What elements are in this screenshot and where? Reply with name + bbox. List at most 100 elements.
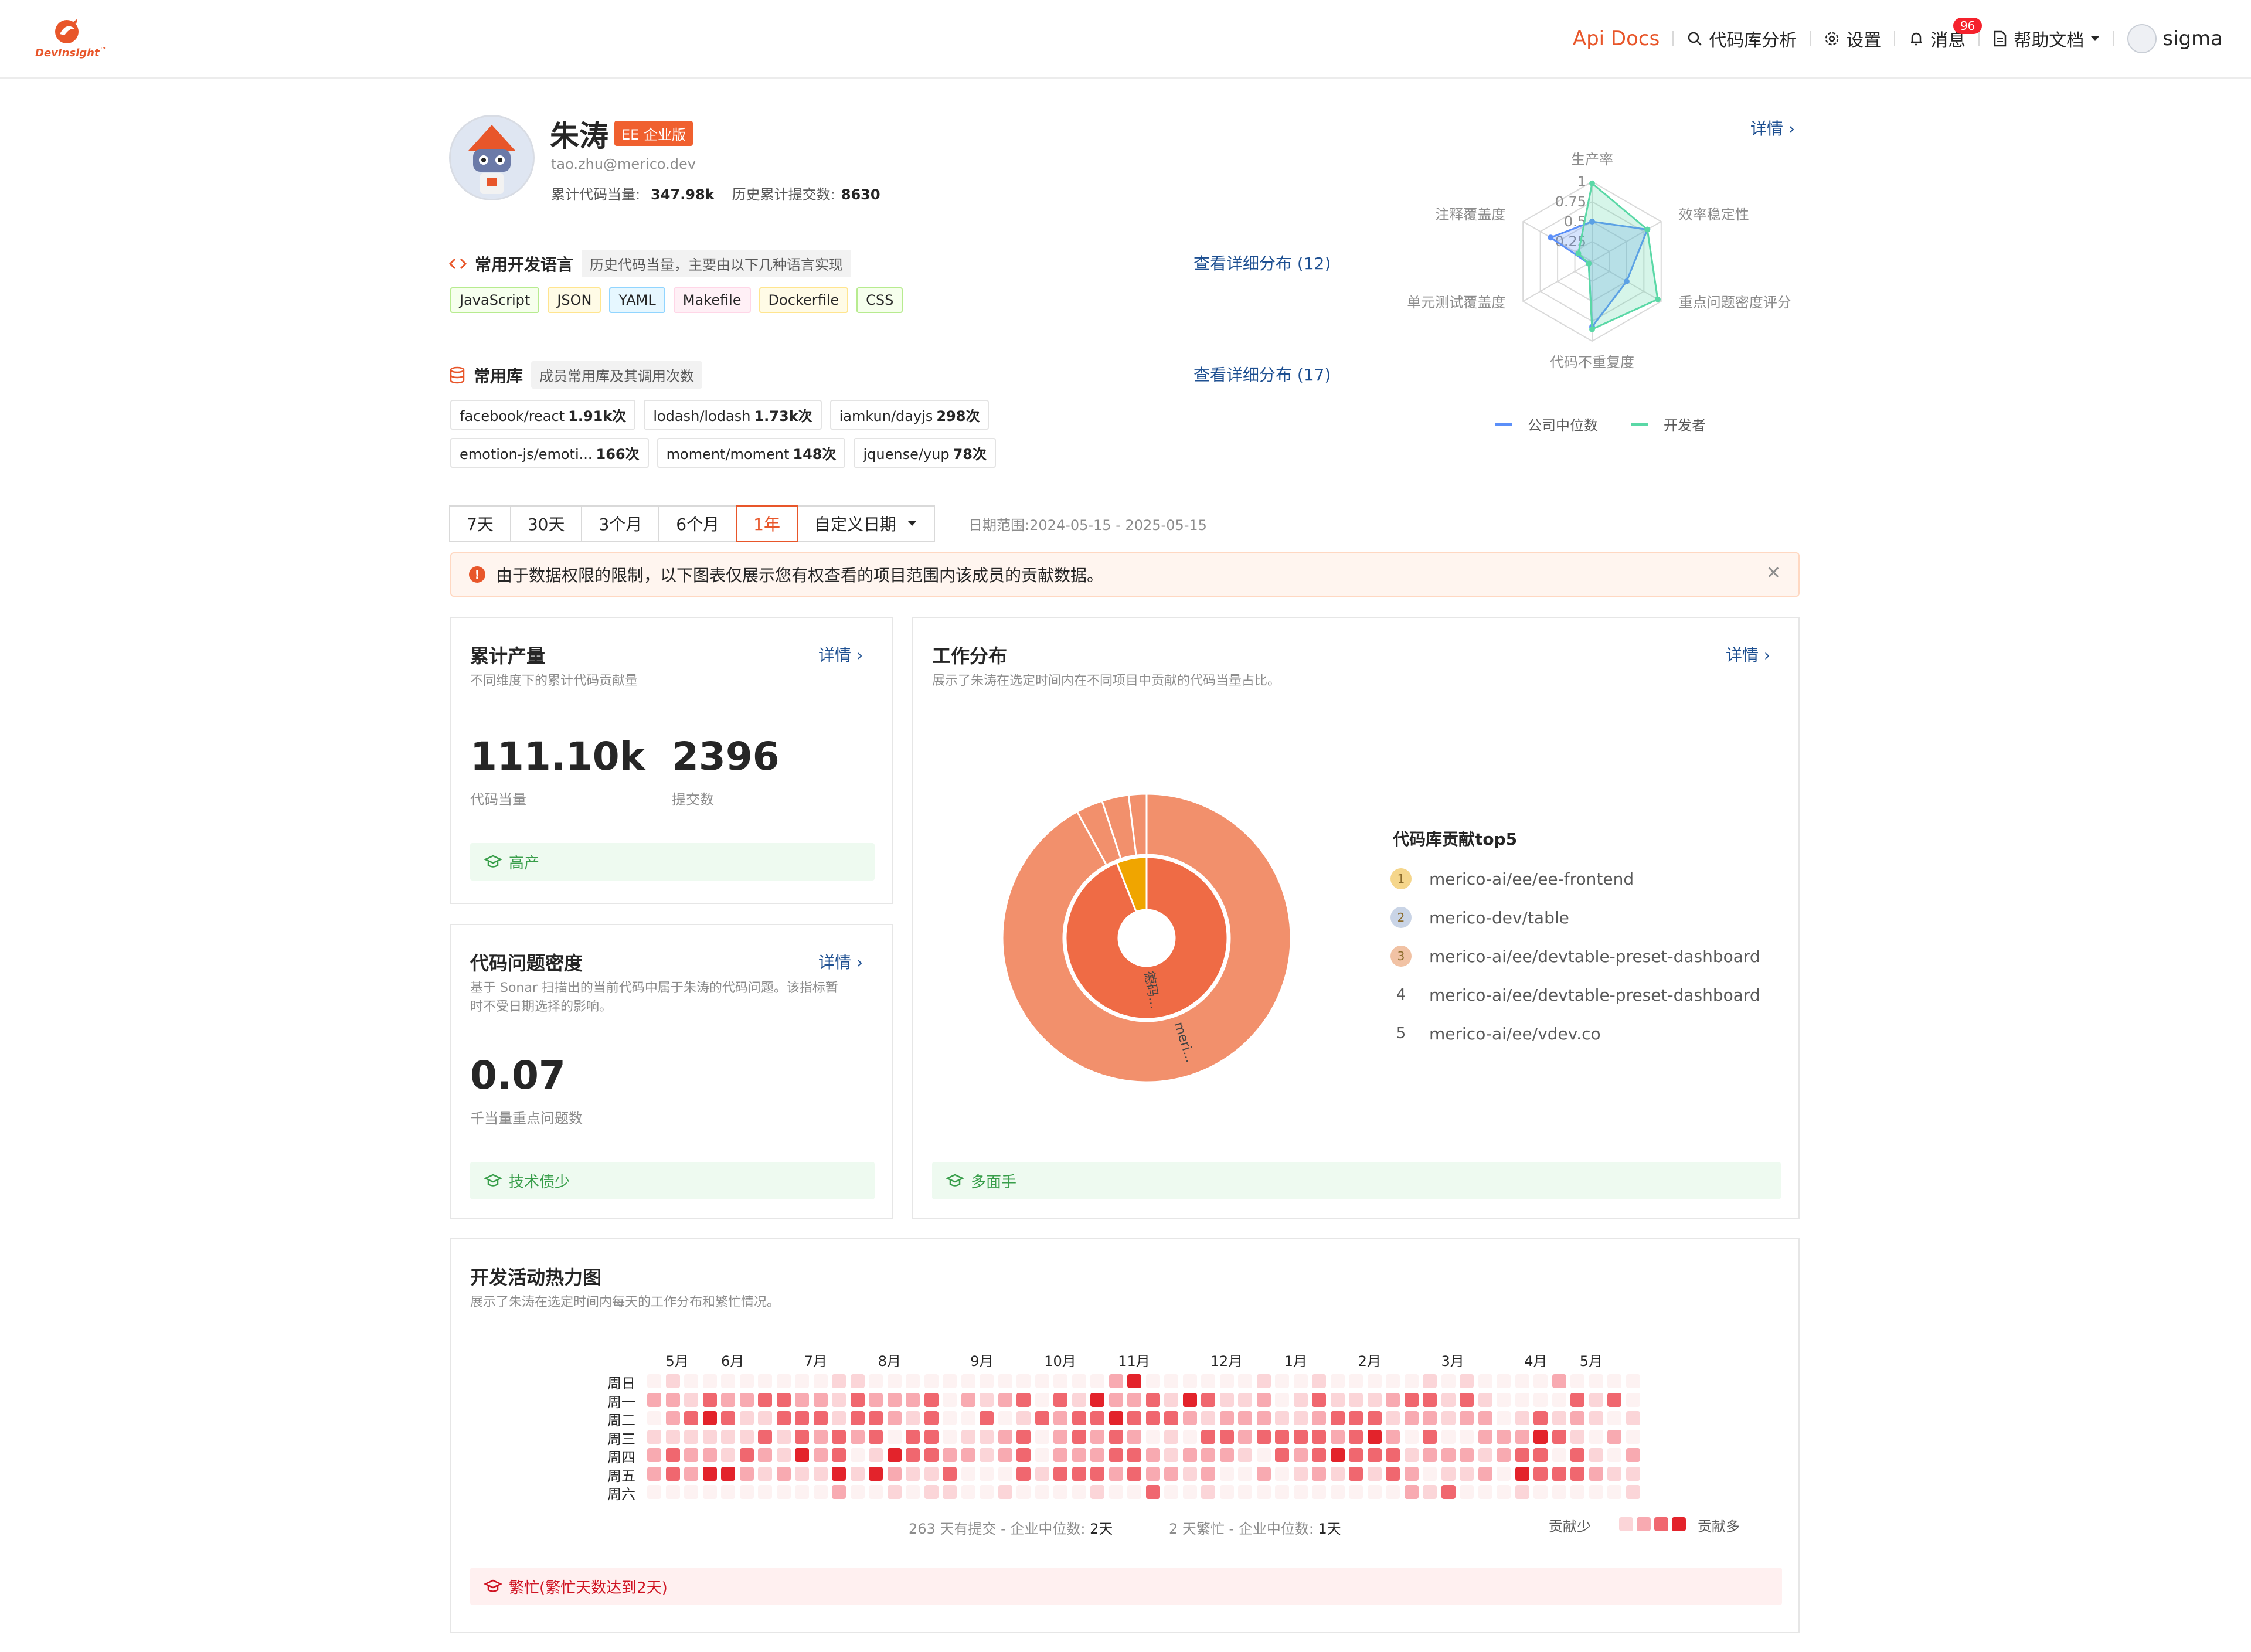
heatmap-cell[interactable]: [1053, 1466, 1067, 1481]
heatmap-cell[interactable]: [1127, 1374, 1141, 1388]
heatmap-cell[interactable]: [1090, 1374, 1104, 1388]
heatmap-cell[interactable]: [850, 1429, 865, 1444]
heatmap-cell[interactable]: [1164, 1374, 1178, 1388]
heatmap-cell[interactable]: [1293, 1429, 1308, 1444]
heatmap-cell[interactable]: [795, 1429, 809, 1444]
heatmap-cell[interactable]: [1497, 1429, 1511, 1444]
heatmap-cell[interactable]: [1238, 1448, 1252, 1462]
heatmap-cell[interactable]: [998, 1485, 1012, 1499]
heatmap-cell[interactable]: [739, 1448, 754, 1462]
libraries-detail-link[interactable]: 查看详细分布 (17): [1193, 365, 1331, 385]
heatmap-cell[interactable]: [721, 1374, 735, 1388]
heatmap-cell[interactable]: [1072, 1392, 1086, 1407]
heatmap-cell[interactable]: [1386, 1448, 1400, 1462]
heatmap-cell[interactable]: [961, 1448, 975, 1462]
heatmap-cell[interactable]: [1515, 1374, 1529, 1388]
heatmap-cell[interactable]: [1053, 1429, 1067, 1444]
heatmap-cell[interactable]: [739, 1429, 754, 1444]
heatmap-cell[interactable]: [1256, 1485, 1271, 1499]
heatmap-cell[interactable]: [702, 1429, 717, 1444]
heatmap-cell[interactable]: [869, 1429, 883, 1444]
heatmap-cell[interactable]: [1109, 1448, 1123, 1462]
heatmap-cell[interactable]: [1053, 1411, 1067, 1425]
heatmap-cell[interactable]: [665, 1392, 680, 1407]
heatmap-cell[interactable]: [647, 1392, 661, 1407]
heatmap-cell[interactable]: [943, 1429, 957, 1444]
brand-logo[interactable]: DevInsight™: [35, 16, 111, 63]
top5-row[interactable]: 1 merico-ai/ee/ee-frontend: [1390, 859, 1760, 898]
heatmap-cell[interactable]: [1607, 1411, 1621, 1425]
heatmap-cell[interactable]: [1182, 1392, 1197, 1407]
heatmap-cell[interactable]: [1293, 1392, 1308, 1407]
heatmap-cell[interactable]: [961, 1485, 975, 1499]
heatmap-cell[interactable]: [961, 1411, 975, 1425]
heatmap-cell[interactable]: [1423, 1429, 1437, 1444]
heatmap-cell[interactable]: [1497, 1374, 1511, 1388]
heatmap-cell[interactable]: [1570, 1466, 1584, 1481]
heatmap-cell[interactable]: [1164, 1411, 1178, 1425]
heatmap-cell[interactable]: [906, 1466, 920, 1481]
heatmap-cell[interactable]: [1256, 1448, 1271, 1462]
heatmap-cell[interactable]: [832, 1411, 846, 1425]
heatmap-cell[interactable]: [943, 1374, 957, 1388]
heatmap-cell[interactable]: [1478, 1392, 1492, 1407]
heatmap-cell[interactable]: [1570, 1411, 1584, 1425]
heatmap-cell[interactable]: [1219, 1448, 1234, 1462]
heatmap-cell[interactable]: [998, 1392, 1012, 1407]
heatmap-cell[interactable]: [1349, 1374, 1363, 1388]
heatmap-cell[interactable]: [1404, 1429, 1419, 1444]
heatmap-cell[interactable]: [980, 1466, 994, 1481]
heatmap-cell[interactable]: [795, 1485, 809, 1499]
heatmap-cell[interactable]: [1349, 1466, 1363, 1481]
heatmap-cell[interactable]: [647, 1374, 661, 1388]
heatmap-cell[interactable]: [1312, 1466, 1326, 1481]
heatmap-cell[interactable]: [887, 1392, 902, 1407]
heatmap-cell[interactable]: [1423, 1392, 1437, 1407]
heatmap-cell[interactable]: [1570, 1374, 1584, 1388]
heatmap-cell[interactable]: [1330, 1448, 1345, 1462]
heatmap-cell[interactable]: [1367, 1429, 1382, 1444]
heatmap-cell[interactable]: [1219, 1411, 1234, 1425]
heatmap-cell[interactable]: [758, 1485, 772, 1499]
heatmap-cell[interactable]: [647, 1485, 661, 1499]
heatmap-cell[interactable]: [665, 1429, 680, 1444]
heatmap-cell[interactable]: [1478, 1485, 1492, 1499]
heatmap-cell[interactable]: [1441, 1429, 1456, 1444]
sunburst-slice[interactable]: [1001, 793, 1292, 1083]
heatmap-cell[interactable]: [1386, 1392, 1400, 1407]
heatmap-cell[interactable]: [795, 1466, 809, 1481]
heatmap-cell[interactable]: [980, 1411, 994, 1425]
heatmap-cell[interactable]: [813, 1429, 828, 1444]
heatmap-cell[interactable]: [887, 1485, 902, 1499]
heatmap-cell[interactable]: [1256, 1374, 1271, 1388]
heatmap-cell[interactable]: [1552, 1392, 1566, 1407]
heatmap-cell[interactable]: [998, 1374, 1012, 1388]
heatmap-cell[interactable]: [795, 1374, 809, 1388]
heatmap-cell[interactable]: [1238, 1411, 1252, 1425]
heatmap-cell[interactable]: [924, 1466, 939, 1481]
heatmap-cell[interactable]: [906, 1448, 920, 1462]
heatmap-cell[interactable]: [1201, 1429, 1215, 1444]
heatmap-cell[interactable]: [684, 1411, 698, 1425]
heatmap-cell[interactable]: [665, 1411, 680, 1425]
heatmap-cell[interactable]: [776, 1374, 791, 1388]
heatmap-cell[interactable]: [961, 1392, 975, 1407]
heatmap-cell[interactable]: [739, 1392, 754, 1407]
heatmap-cell[interactable]: [1275, 1485, 1289, 1499]
heatmap-cell[interactable]: [1035, 1429, 1049, 1444]
heatmap-cell[interactable]: [1238, 1392, 1252, 1407]
heatmap-cell[interactable]: [1441, 1466, 1456, 1481]
heatmap-cell[interactable]: [702, 1374, 717, 1388]
heatmap-cell[interactable]: [998, 1429, 1012, 1444]
heatmap-cell[interactable]: [980, 1392, 994, 1407]
heatmap-cell[interactable]: [1441, 1485, 1456, 1499]
heatmap-cell[interactable]: [1478, 1429, 1492, 1444]
heatmap-cell[interactable]: [1016, 1392, 1031, 1407]
heatmap-cell[interactable]: [1552, 1374, 1566, 1388]
heatmap-cell[interactable]: [721, 1411, 735, 1425]
heatmap-cell[interactable]: [1533, 1448, 1548, 1462]
heatmap-cell[interactable]: [1404, 1485, 1419, 1499]
heatmap-cell[interactable]: [1589, 1392, 1603, 1407]
heatmap-cell[interactable]: [1016, 1374, 1031, 1388]
heatmap-cell[interactable]: [906, 1411, 920, 1425]
